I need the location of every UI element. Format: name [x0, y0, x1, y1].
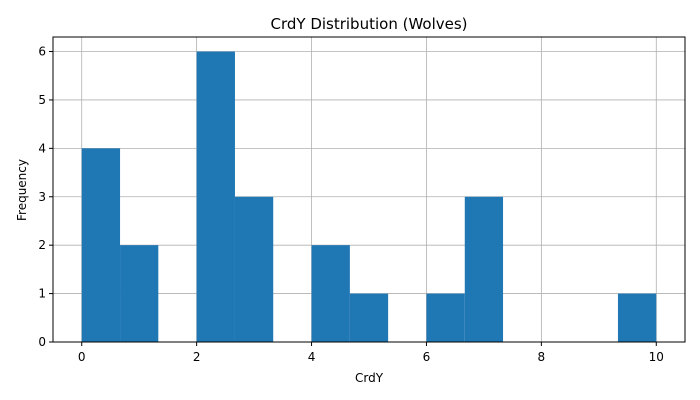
x-tick-label: 10	[649, 350, 664, 364]
x-axis-label: CrdY	[355, 371, 384, 385]
y-tick-label: 4	[38, 141, 46, 155]
x-tick-label: 6	[423, 350, 431, 364]
y-tick-label: 0	[38, 335, 46, 349]
bars-group	[81, 51, 657, 343]
x-tick-label: 2	[193, 350, 201, 364]
x-tick-label: 0	[78, 350, 86, 364]
histogram-bar	[81, 148, 121, 342]
x-tick-label: 8	[538, 350, 546, 364]
chart-title: CrdY Distribution (Wolves)	[270, 15, 467, 33]
y-axis: 0 1 2 3 4 5 6	[38, 45, 53, 349]
histogram-bar	[349, 293, 389, 342]
histogram-bar	[426, 293, 465, 342]
histogram-bar	[311, 245, 350, 342]
y-tick-label: 1	[38, 287, 46, 301]
y-axis-label: Frequency	[15, 159, 29, 221]
histogram-bar	[464, 196, 504, 342]
grid-lines	[53, 37, 685, 343]
x-axis: 0 2 4 6 8 10	[78, 342, 664, 364]
y-tick-label: 6	[38, 45, 46, 59]
histogram-bar	[120, 245, 159, 342]
histogram-bar	[196, 51, 235, 343]
y-tick-label: 2	[38, 238, 46, 252]
y-tick-label: 3	[38, 190, 46, 204]
plot-frame	[52, 36, 686, 343]
y-tick-label: 5	[38, 93, 46, 107]
histogram-bar	[234, 196, 274, 342]
x-tick-label: 4	[308, 350, 316, 364]
histogram-bar	[617, 293, 657, 342]
